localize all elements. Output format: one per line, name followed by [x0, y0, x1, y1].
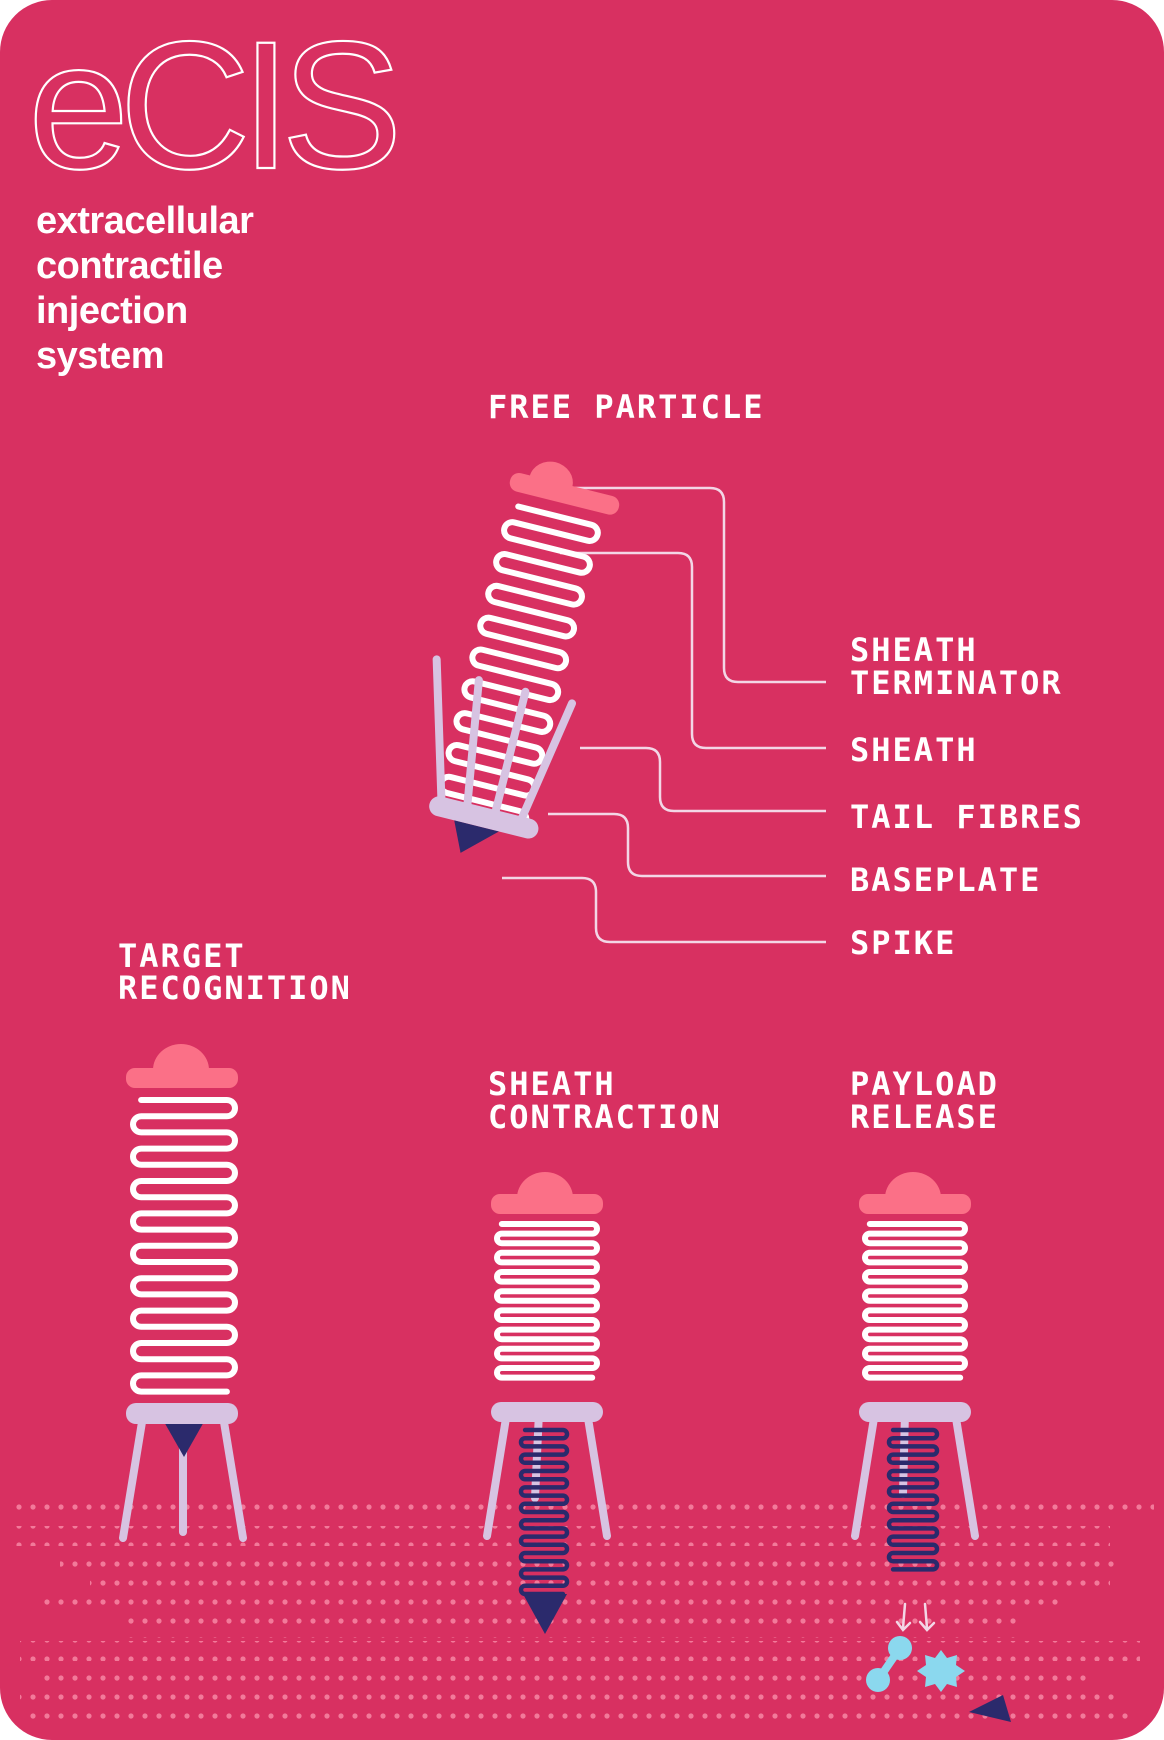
leader-spike — [502, 876, 826, 944]
stage-label-target-recognition-2: RECOGNITION — [118, 969, 352, 1007]
part-label-baseplate: BASEPLATE — [850, 861, 1041, 899]
baseplate-free — [429, 796, 539, 839]
subtitle-line-4: system — [36, 335, 164, 377]
tail-fibre-target-1 — [119, 1412, 147, 1542]
inner-tube-contraction — [518, 1427, 570, 1597]
baseplate-contraction — [491, 1402, 603, 1422]
stage-label-target-recognition-1: TARGET — [118, 937, 246, 975]
stage-label-payload-release-2: RELEASE — [850, 1098, 999, 1136]
leader-tail-fibres — [580, 746, 826, 813]
sheath-terminator-brim-target — [126, 1068, 238, 1088]
subtitle: extracellular contractile injection syst… — [36, 200, 255, 377]
spike-released — [969, 1695, 1011, 1722]
sheath-coil-contracted — [494, 1221, 600, 1381]
baseplate-target — [126, 1403, 238, 1424]
sheath-contraction — [483, 1172, 611, 1634]
sheath-terminator-payload — [885, 1172, 941, 1198]
subtitle-line-1: extracellular — [36, 200, 254, 242]
sheath-terminator-brim-free — [509, 472, 620, 515]
spike-contraction — [523, 1594, 567, 1634]
release-arrow-1 — [895, 1602, 912, 1632]
sheath-payload — [862, 1221, 968, 1381]
leader-sheath — [560, 551, 826, 750]
target-recognition — [119, 1044, 247, 1542]
tail-fibre-contraction-3 — [583, 1408, 611, 1540]
part-label-tail-fibres: TAIL FIBRES — [850, 798, 1084, 836]
tail-fibre-free-4 — [515, 699, 577, 829]
sheath-target — [130, 1097, 238, 1395]
spike-free — [454, 820, 499, 853]
part-label-sheath: SHEATH — [850, 731, 978, 769]
tail-fibre-payload-1 — [851, 1408, 879, 1540]
baseplate-payload — [859, 1402, 971, 1422]
stage-label-free-particle: FREE PARTICLE — [488, 388, 764, 426]
tail-fibre-contraction-1 — [483, 1408, 511, 1540]
sheath-terminator-contraction — [517, 1172, 573, 1198]
logo: eCIS — [28, 3, 395, 207]
sheath-terminator-brim-contraction — [491, 1194, 603, 1214]
part-label-sheath-terminator-2: TERMINATOR — [850, 664, 1063, 702]
inner-tube-coil-payload — [886, 1427, 940, 1572]
stage-label-sheath-contraction-1: SHEATH — [488, 1065, 616, 1103]
tail-fibre-free-1 — [432, 655, 446, 809]
free-particle — [429, 461, 620, 853]
leader-sheath-terminator — [572, 486, 826, 684]
sheath-free — [437, 503, 601, 831]
subtitle-line-2: contractile — [36, 245, 223, 287]
stage-label-payload-release-1: PAYLOAD — [850, 1065, 999, 1103]
sheath-coil-free — [437, 503, 601, 831]
inner-tube-coil-contraction — [518, 1427, 570, 1597]
sheath-terminator-target — [153, 1044, 209, 1070]
sheath-terminator-free — [529, 461, 573, 488]
part-label-spike: SPIKE — [850, 924, 956, 962]
tail-fibre-target-3 — [219, 1412, 247, 1542]
tail-fibre-free-2 — [462, 676, 483, 816]
sheath-coil-payload — [862, 1221, 968, 1381]
part-label-sheath-terminator-1: SHEATH — [850, 631, 978, 669]
tail-fibre-free-3 — [489, 687, 530, 822]
spike-target — [163, 1420, 205, 1457]
subtitle-line-3: injection — [36, 290, 188, 332]
sheath-terminator-brim-payload — [859, 1194, 971, 1214]
tail-fibre-payload-3 — [951, 1408, 979, 1540]
leader-lines — [502, 486, 826, 944]
sheath-contracted — [494, 1221, 600, 1381]
inner-tube-payload — [886, 1427, 940, 1572]
membrane-dots — [10, 1503, 1154, 1730]
leader-baseplate — [548, 812, 826, 878]
payload-molecule-2 — [917, 1650, 965, 1692]
payload-release — [851, 1172, 1011, 1722]
release-arrow-2 — [918, 1602, 936, 1632]
payload-molecule-1 — [866, 1636, 912, 1692]
stage-label-sheath-contraction-2: CONTRACTION — [488, 1098, 722, 1136]
sheath-coil-target — [130, 1097, 238, 1395]
